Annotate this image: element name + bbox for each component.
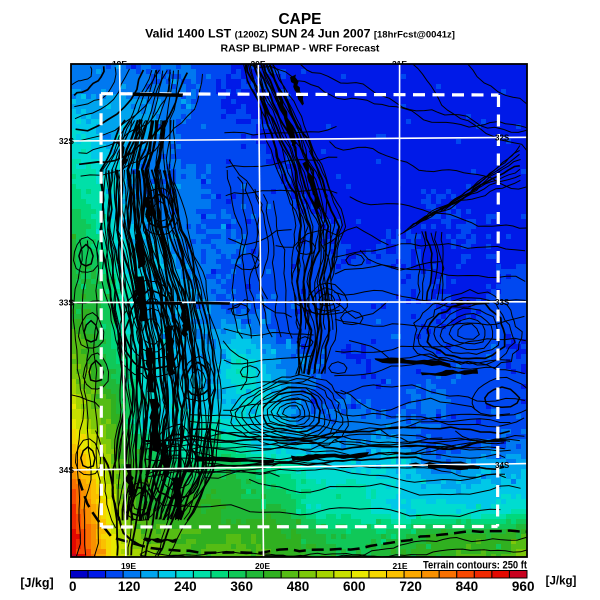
svg-text:34S: 34S (59, 465, 74, 475)
svg-text:[J/kg]: [J/kg] (546, 576, 577, 588)
svg-text:240: 240 (174, 579, 197, 594)
svg-text:600: 600 (343, 579, 366, 594)
svg-text:34S: 34S (495, 461, 510, 470)
svg-text:0: 0 (69, 579, 77, 594)
svg-text:32S: 32S (59, 136, 74, 146)
svg-text:33S: 33S (59, 298, 74, 308)
svg-text:20E: 20E (255, 561, 270, 571)
svg-text:360: 360 (230, 579, 253, 594)
svg-text:840: 840 (456, 579, 479, 594)
svg-text:[J/kg]: [J/kg] (20, 576, 53, 590)
svg-text:960: 960 (512, 579, 535, 594)
svg-text:120: 120 (118, 579, 141, 594)
svg-text:CAPE: CAPE (278, 11, 321, 28)
svg-text:33S: 33S (495, 298, 510, 307)
svg-text:Valid 1400 LST (1200Z) SUN 24: Valid 1400 LST (1200Z) SUN 24 Jun 2007 [… (145, 27, 455, 41)
svg-text:720: 720 (399, 579, 422, 594)
svg-text:Terrain contours: 250 ft: Terrain contours: 250 ft (423, 560, 527, 572)
svg-text:480: 480 (287, 579, 310, 594)
svg-text:32S: 32S (495, 134, 510, 143)
svg-text:RASP BLIPMAP - WRF Forecast: RASP BLIPMAP - WRF Forecast (221, 43, 380, 55)
svg-text:21E: 21E (392, 561, 407, 571)
svg-text:19E: 19E (121, 561, 136, 571)
